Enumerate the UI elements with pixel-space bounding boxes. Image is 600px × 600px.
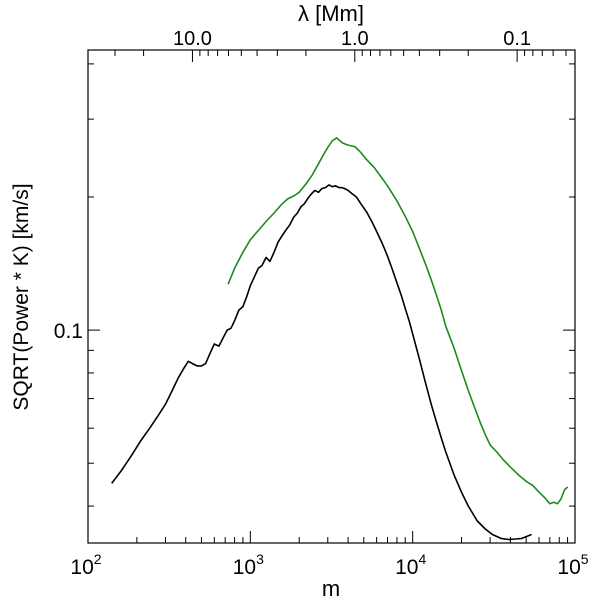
x-tick-label: 103 <box>233 551 264 579</box>
top-axis-label: λ [Mm] <box>298 1 364 26</box>
y-axis-label: SQRT(Power * K) [km/s] <box>10 183 33 410</box>
y-tick-label: 0.1 <box>54 320 83 343</box>
top-tick-label: 0.1 <box>503 28 531 50</box>
series-line-black <box>111 184 532 541</box>
x-tick-label: 104 <box>395 551 426 579</box>
plot-border <box>87 49 576 544</box>
x-tick-label: 102 <box>70 551 101 579</box>
tick-labels: 102 103 104 105 0.1 10.0 1.0 0.1 <box>54 28 589 579</box>
series-layer <box>111 137 569 541</box>
x-tick-label: 105 <box>557 551 588 579</box>
axis-ticks <box>87 50 576 543</box>
top-tick-label: 10.0 <box>173 28 212 50</box>
plot-frame <box>87 49 576 544</box>
x-axis-label: m <box>322 576 340 600</box>
series-line-green <box>227 137 569 505</box>
top-tick-label: 1.0 <box>341 28 369 50</box>
